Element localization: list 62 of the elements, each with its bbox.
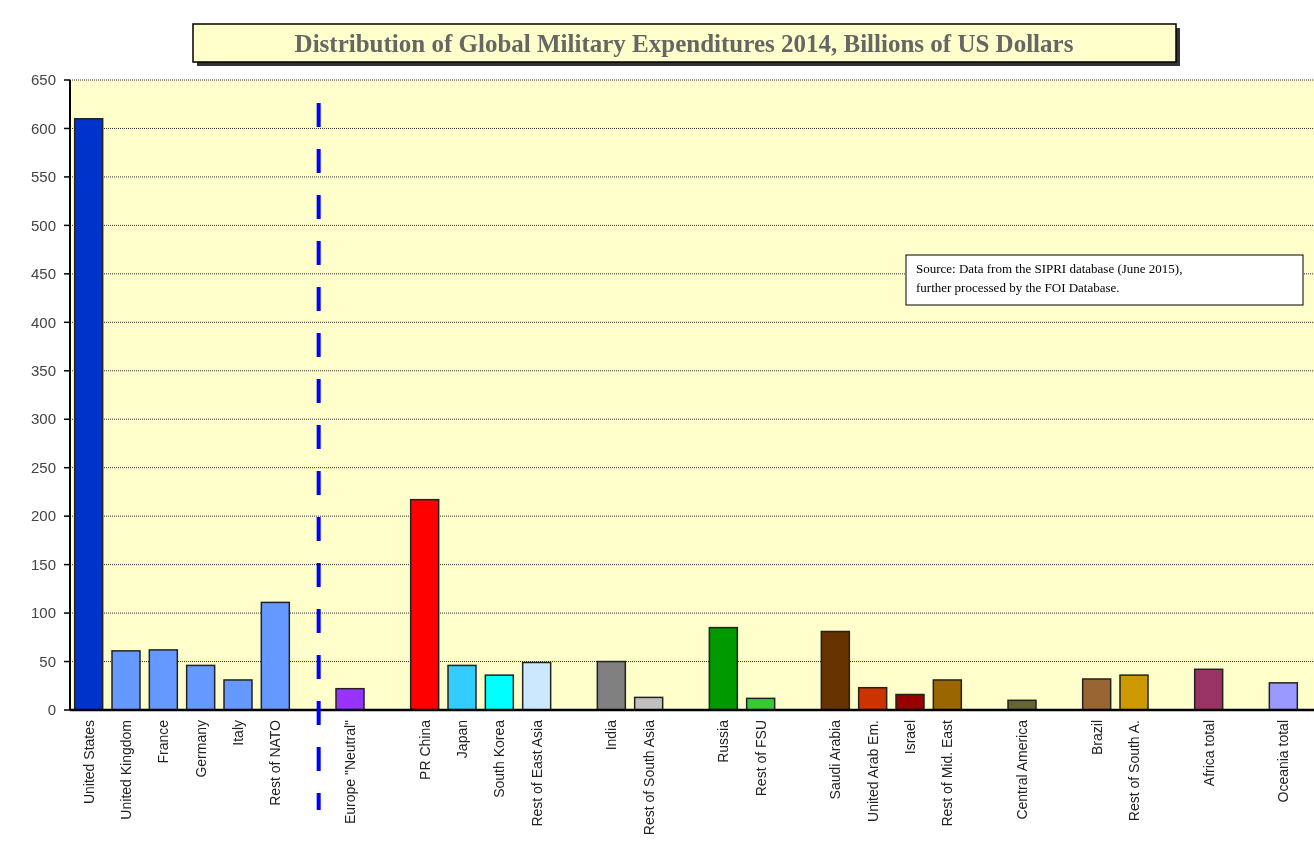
y-tick-label: 300 xyxy=(30,410,56,428)
x-tick-label: Brazil xyxy=(1088,720,1105,756)
bar xyxy=(409,498,440,711)
x-tick-label: PR China xyxy=(416,719,433,780)
bar xyxy=(895,693,925,711)
bar xyxy=(73,118,104,711)
y-tick-label: 150 xyxy=(30,555,56,573)
y-tick-label: 200 xyxy=(30,507,56,525)
x-tick-label: Russia xyxy=(715,719,732,763)
x-tick-label: Europe "Neutral" xyxy=(341,719,358,825)
x-tick-label: United States xyxy=(80,720,97,805)
y-tick-label: 350 xyxy=(30,362,56,380)
x-tick-label: Rest of Mid. East xyxy=(939,719,956,827)
x-tick-label: Rest of South A. xyxy=(1125,720,1142,822)
bar xyxy=(185,664,216,711)
x-tick-label: Rest of NATO xyxy=(267,719,284,806)
y-tick-label: 400 xyxy=(30,313,56,331)
bar xyxy=(260,601,291,711)
y-tick-label: 500 xyxy=(30,216,56,234)
x-tick-label: Central America xyxy=(1013,719,1030,820)
bar xyxy=(148,649,179,711)
source-note-box: Source: Data from the SIPRI database (June 2015), further processed by the FOI Database. xyxy=(905,254,1304,306)
bar xyxy=(1119,674,1149,711)
bar xyxy=(596,660,627,711)
annotation: Source: Data from the SIPRI database (June 2015), further processed by the FOI Database. xyxy=(916,261,1183,295)
x-tick-label: Italy xyxy=(229,720,246,746)
bar xyxy=(932,679,963,711)
bar xyxy=(820,630,851,711)
y-tick-label: 250 xyxy=(30,458,56,476)
chart-title: Distribution of Global Military Expenditures 2014, Billions of US Dollars xyxy=(294,29,1074,57)
x-tick-label: United Kingdom xyxy=(117,720,134,820)
x-tick-label: Africa total xyxy=(1200,720,1217,787)
bar xyxy=(1268,682,1299,711)
x-tick-label: Rest of South Asia xyxy=(640,719,657,836)
y-tick-label: 450 xyxy=(30,265,56,283)
x-tick-label: Rest of FSU xyxy=(752,720,769,797)
y-tick-label: 600 xyxy=(30,119,56,137)
bar xyxy=(1081,678,1112,711)
y-tick-label: 100 xyxy=(30,604,56,622)
x-tick-label: United Arab Em. xyxy=(864,720,881,822)
x-tick-label: Germany xyxy=(192,720,209,778)
bar xyxy=(484,674,515,711)
y-tick-label: 0 xyxy=(47,701,56,719)
x-tick-label: France xyxy=(155,719,172,764)
x-tick-label: Israel xyxy=(901,720,918,755)
y-tick-label: 50 xyxy=(39,652,56,670)
bar xyxy=(1193,668,1224,711)
bar xyxy=(111,650,141,711)
x-tick-label: Oceania total xyxy=(1275,720,1292,803)
bar xyxy=(857,686,888,711)
x-tick-label: Rest of East Asia xyxy=(528,719,545,827)
bar xyxy=(447,664,477,711)
bar xyxy=(708,626,739,711)
bar xyxy=(335,687,365,711)
x-tick-label: South Korea xyxy=(491,719,508,798)
bar xyxy=(521,661,552,711)
x-tick-label: Japan xyxy=(453,720,470,759)
bar xyxy=(223,679,253,711)
x-tick-label: India xyxy=(603,719,620,751)
y-tick-label: 650 xyxy=(30,71,56,89)
x-tick-label: Saudi Arabia xyxy=(827,719,844,800)
y-tick-label: 550 xyxy=(30,168,56,186)
